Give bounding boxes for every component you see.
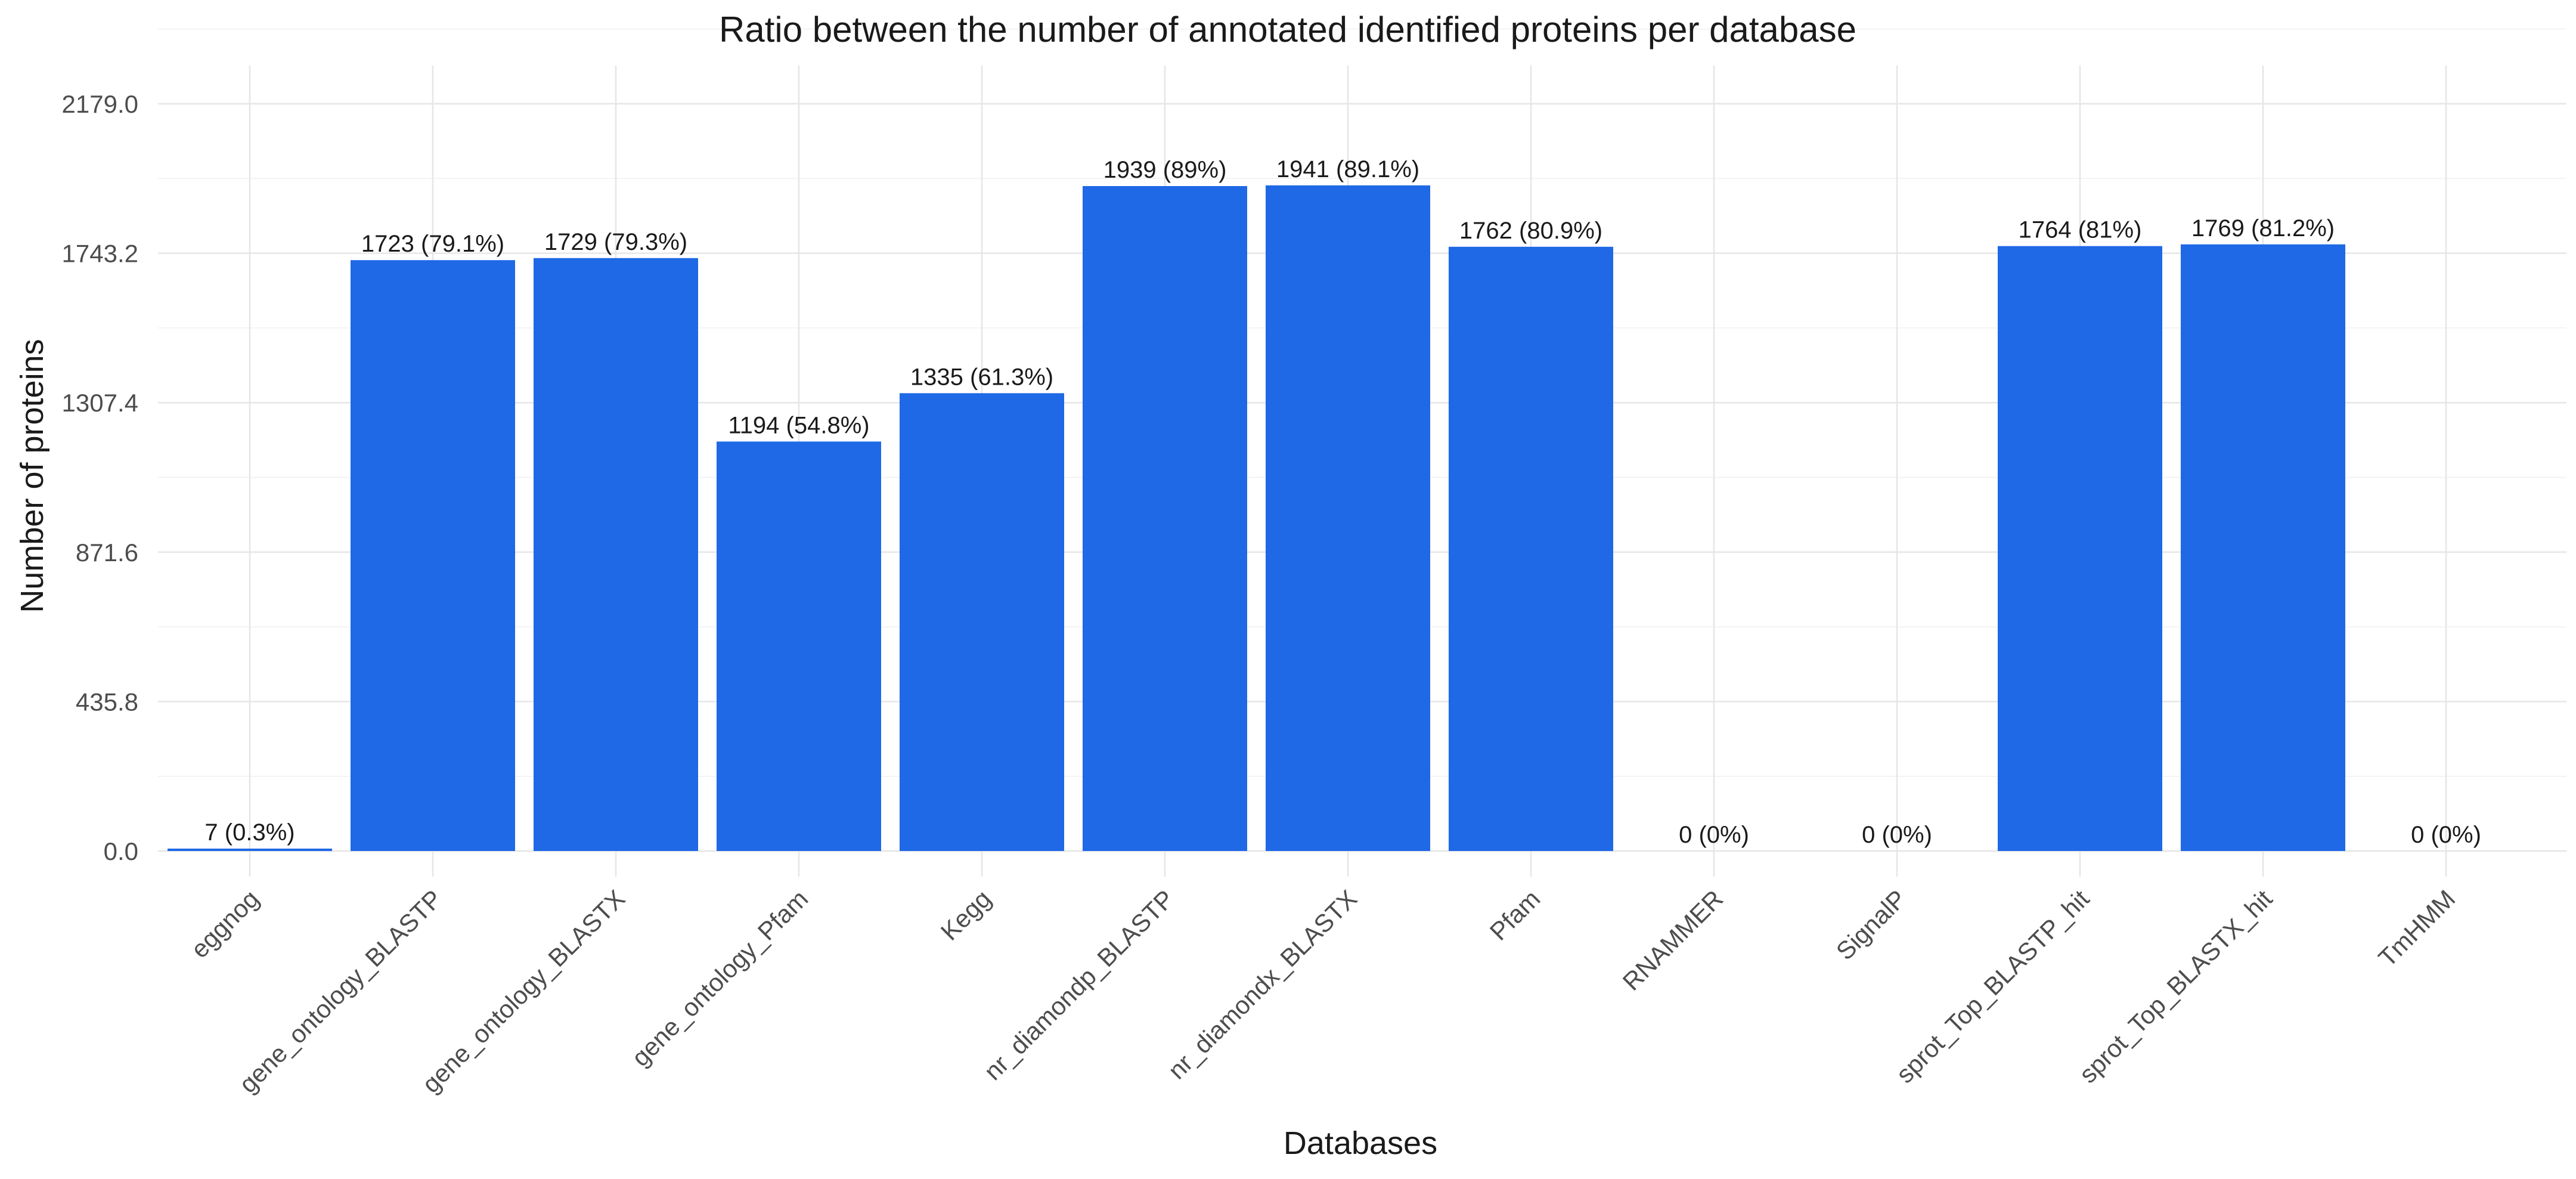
data-label: 1729 (79.3%) (544, 229, 687, 255)
bar (168, 848, 332, 851)
bar (1083, 186, 1247, 851)
y-tick-label: 1743.2 (62, 240, 138, 268)
y-tick-label: 0.0 (104, 837, 138, 865)
y-axis-ticks: 0.0 435.8 871.6 1307.4 1743.2 2179.0 (62, 90, 138, 865)
data-label: 0 (0%) (1862, 822, 1932, 848)
bar (1998, 246, 2162, 851)
x-tick-label: eggnog (185, 884, 264, 963)
x-tick-label: sprot_Top_BLASTX_hit (2073, 884, 2277, 1088)
bar (2181, 244, 2345, 851)
data-label: 1764 (81%) (2019, 217, 2142, 243)
data-label: 0 (0%) (1679, 822, 1749, 848)
y-tick-label: 1307.4 (62, 389, 138, 417)
x-axis-title: Databases (1284, 1125, 1437, 1161)
x-tick-label: gene_ontology_Pfam (626, 884, 813, 1072)
bars (168, 185, 2345, 852)
x-tick-label: Pfam (1484, 884, 1546, 946)
data-label: 1762 (80.9%) (1459, 218, 1602, 244)
data-label: 1769 (81.2%) (2191, 215, 2335, 242)
y-axis-title: Number of proteins (14, 339, 50, 612)
x-tick-label: nr_diamondx_BLASTX (1163, 884, 1362, 1084)
x-tick-label: gene_ontology_BLASTP (234, 884, 448, 1098)
chart-title: Ratio between the number of annotated id… (719, 10, 1856, 49)
y-tick-label: 435.8 (76, 688, 138, 716)
data-labels: 7 (0.3%) 1723 (79.1%) 1729 (79.3%) 1194 (54… (204, 156, 2481, 848)
x-tick-label: gene_ontology_BLASTX (417, 884, 631, 1098)
y-tick-label: 2179.0 (62, 90, 138, 118)
x-tick-label: TmHMM (2373, 884, 2460, 972)
x-axis-ticks: eggnoggene_ontology_BLASTPgene_ontology_… (185, 884, 2460, 1098)
x-tick-label: sprot_Top_BLASTP_hit (1890, 884, 2094, 1088)
data-label: 1194 (54.8%) (728, 412, 869, 438)
data-label: 1335 (61.3%) (910, 364, 1053, 390)
bar (717, 441, 881, 851)
data-label: 1723 (79.1%) (361, 231, 504, 257)
data-label: 7 (0.3%) (204, 819, 295, 846)
x-tick-label: SignalP (1831, 884, 1912, 966)
y-tick-label: 871.6 (76, 539, 138, 567)
bar (1266, 185, 1430, 852)
bar (534, 258, 698, 851)
bar (1449, 246, 1613, 851)
data-label: 1939 (89%) (1103, 157, 1227, 183)
x-tick-label: nr_diamondp_BLASTP (978, 884, 1179, 1085)
data-label: 0 (0%) (2411, 822, 2481, 848)
bar (900, 393, 1064, 851)
x-tick-label: RNAMMER (1617, 884, 1729, 996)
bar (351, 260, 515, 851)
x-tick-label: Kegg (935, 884, 997, 946)
data-label: 1941 (89.1%) (1276, 156, 1419, 182)
